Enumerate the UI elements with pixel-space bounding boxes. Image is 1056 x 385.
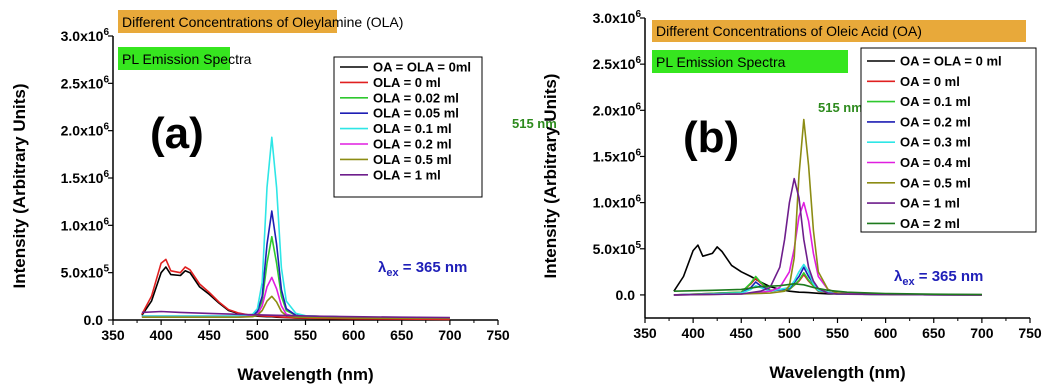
chart-title: Different Concentrations of Oleic Acid (… bbox=[656, 23, 922, 39]
legend-entry: OA = 0.5 ml bbox=[900, 175, 971, 190]
legend-box bbox=[860, 47, 1037, 233]
peak-annotation: 515 nm bbox=[818, 100, 863, 115]
series-line-3 bbox=[141, 235, 450, 319]
legend-entry: OA = 0.4 ml bbox=[900, 155, 971, 170]
y-tick-label: 2.0x106 bbox=[61, 122, 110, 139]
x-tick-label: 400 bbox=[681, 325, 705, 341]
x-tick-label: 650 bbox=[922, 325, 946, 341]
legend-entry: OLA = 0.5 ml bbox=[373, 152, 452, 167]
peak-annotation: 515 nm bbox=[512, 116, 557, 131]
y-tick-label: 2.5x106 bbox=[593, 55, 642, 72]
legend-entry: OA = 0 ml bbox=[900, 74, 960, 89]
y-tick-label: 1.5x106 bbox=[593, 147, 642, 164]
y-axis-label: Intensity (Arbitrary Units) bbox=[10, 84, 29, 289]
series-line-7 bbox=[141, 295, 450, 320]
chart-subtitle: PL Emission Spectra bbox=[122, 51, 252, 67]
legend-entry: OA = OLA = 0 ml bbox=[900, 54, 1002, 69]
legend-entry: OLA = 0.2 ml bbox=[373, 137, 452, 152]
y-tick-label: 1.0x106 bbox=[593, 194, 642, 211]
panel-label: (a) bbox=[150, 109, 204, 158]
y-tick-label: 2.0x106 bbox=[593, 101, 642, 118]
y-tick-label: 0.0 bbox=[616, 287, 636, 303]
y-tick-label: 3.0x106 bbox=[593, 9, 642, 26]
y-tick-label: 0.0 bbox=[84, 312, 104, 328]
x-tick-label: 350 bbox=[633, 325, 657, 341]
y-tick-label: 2.5x106 bbox=[61, 74, 110, 91]
x-tick-label: 750 bbox=[486, 327, 510, 343]
y-axis-label: Intensity (Arbitrary Units) bbox=[541, 74, 560, 279]
x-tick-label: 600 bbox=[342, 327, 366, 343]
x-tick-label: 550 bbox=[294, 327, 318, 343]
legend-entry: OLA = 0.05 ml bbox=[373, 106, 459, 121]
y-tick-label: 1.0x106 bbox=[61, 216, 110, 233]
x-tick-label: 650 bbox=[390, 327, 414, 343]
chart-subtitle: PL Emission Spectra bbox=[656, 54, 786, 70]
subtitle-banner bbox=[118, 47, 230, 70]
legend-entry: OA = 1 ml bbox=[900, 196, 960, 211]
legend-box bbox=[333, 56, 483, 198]
x-tick-label: 450 bbox=[730, 325, 754, 341]
x-tick-label: 700 bbox=[970, 325, 994, 341]
legend-entry: OLA = 0.02 ml bbox=[373, 90, 459, 105]
y-tick-label: 5.0x105 bbox=[593, 240, 642, 257]
legend-entry: OA = OLA = 0ml bbox=[373, 60, 471, 75]
title-banner bbox=[652, 20, 1026, 42]
x-tick-label: 700 bbox=[438, 327, 462, 343]
legend-entry: OA = 0.2 ml bbox=[900, 114, 971, 129]
x-tick-label: 500 bbox=[778, 325, 802, 341]
legend-entry: OA = 0.1 ml bbox=[900, 94, 971, 109]
x-tick-label: 400 bbox=[149, 327, 173, 343]
series-line-9 bbox=[673, 282, 982, 296]
x-tick-label: 350 bbox=[101, 327, 125, 343]
legend-entry: OLA = 0.1 ml bbox=[373, 121, 452, 136]
series-line-8 bbox=[673, 177, 982, 296]
y-tick-label: 1.5x106 bbox=[61, 169, 110, 186]
x-tick-label: 450 bbox=[198, 327, 222, 343]
y-tick-label: 3.0x106 bbox=[61, 27, 110, 44]
panel-a: 350 400 450 500 550 600 650 700 750 0.0 5.0x105 1.0… bbox=[10, 10, 557, 384]
x-axis-label: Wavelength (nm) bbox=[769, 363, 905, 382]
series-line-8 bbox=[141, 310, 450, 319]
chart-title: Different Concentrations of Oleylamine (… bbox=[122, 14, 403, 30]
x-axis-label: Wavelength (nm) bbox=[237, 365, 373, 384]
panel-label: (b) bbox=[683, 113, 739, 162]
excitation-annotation: λex = 365 nm bbox=[894, 268, 983, 288]
subtitle-banner bbox=[652, 50, 848, 73]
title-banner bbox=[118, 10, 337, 33]
excitation-annotation: λex = 365 nm bbox=[378, 259, 467, 279]
legend-entry: OA = 2 ml bbox=[900, 216, 960, 231]
panel-b: 350 400 450 500 550 600 650 700 750 0.0 5.0x105 1.0… bbox=[541, 9, 1042, 382]
legend-entry: OLA = 0 ml bbox=[373, 75, 441, 90]
legend-entry: OA = 0.3 ml bbox=[900, 135, 971, 150]
x-tick-label: 550 bbox=[826, 325, 850, 341]
x-tick-label: 500 bbox=[246, 327, 270, 343]
x-tick-label: 750 bbox=[1018, 325, 1042, 341]
x-tick-label: 600 bbox=[874, 325, 898, 341]
y-tick-label: 5.0x105 bbox=[61, 264, 110, 281]
legend-entry: OLA = 1 ml bbox=[373, 167, 441, 182]
